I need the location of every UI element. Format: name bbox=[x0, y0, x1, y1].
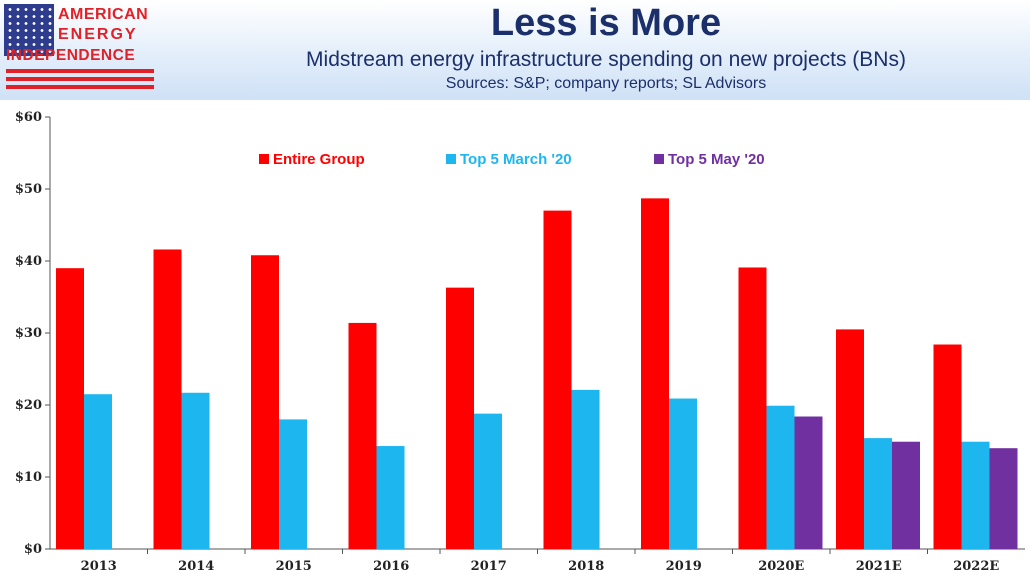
bar-entire-group bbox=[836, 329, 864, 549]
logo-stripe bbox=[6, 77, 154, 81]
x-tick-label: 2017 bbox=[471, 559, 507, 574]
bar-top-5-may-20 bbox=[989, 448, 1018, 549]
x-tick-label: 2020E bbox=[758, 559, 804, 574]
bar-entire-group bbox=[738, 267, 767, 549]
bar-top-5-march-20 bbox=[961, 441, 990, 549]
bar-top-5-march-20 bbox=[181, 392, 210, 549]
bar-top-5-march-20 bbox=[279, 419, 307, 549]
x-tick-label: 2014 bbox=[178, 559, 214, 574]
bar-entire-group bbox=[251, 255, 279, 550]
legend-label: Top 5 May '20 bbox=[668, 151, 765, 168]
page-subtitle: Midstream energy infrastructure spending… bbox=[306, 48, 906, 71]
y-tick-label: $40 bbox=[15, 254, 42, 269]
bar-top-5-march-20 bbox=[669, 398, 697, 549]
x-tick-label: 2021E bbox=[856, 559, 902, 574]
y-tick-label: $30 bbox=[15, 326, 42, 341]
bar-top-5-may-20 bbox=[892, 441, 920, 549]
bar-top-5-march-20 bbox=[864, 438, 892, 549]
y-tick-label: $10 bbox=[15, 470, 42, 485]
logo-text-line1: AMERICAN bbox=[58, 6, 149, 23]
logo-text-line2: ENERGY bbox=[58, 26, 138, 43]
logo-stripe bbox=[6, 85, 154, 89]
x-tick-label: 2013 bbox=[81, 559, 117, 574]
x-tick-label: 2018 bbox=[568, 559, 604, 574]
x-tick-label: 2019 bbox=[666, 559, 702, 574]
logo-text-line3: INDEPENDENCE bbox=[6, 47, 136, 64]
page-title: Less is More bbox=[490, 2, 722, 44]
y-tick-label: $60 bbox=[15, 110, 42, 125]
legend-swatch bbox=[259, 154, 269, 164]
bar-entire-group bbox=[56, 268, 84, 549]
y-tick-label: $0 bbox=[24, 542, 42, 557]
legend-swatch bbox=[654, 154, 664, 164]
bar-entire-group bbox=[348, 322, 377, 549]
logo-stripe bbox=[6, 69, 154, 73]
legend-swatch bbox=[446, 154, 456, 164]
y-tick-label: $50 bbox=[15, 182, 42, 197]
bar-top-5-march-20 bbox=[474, 413, 502, 549]
bar-top-5-march-20 bbox=[376, 446, 405, 549]
bar-entire-group bbox=[933, 344, 962, 549]
bar-top-5-march-20 bbox=[766, 405, 795, 549]
bar-entire-group bbox=[153, 249, 182, 550]
flag-icon bbox=[4, 4, 54, 56]
legend-label: Top 5 March '20 bbox=[460, 151, 572, 168]
bar-top-5-march-20 bbox=[84, 394, 112, 549]
x-tick-label: 2015 bbox=[276, 559, 312, 574]
bar-entire-group bbox=[543, 210, 572, 549]
bar-top-5-may-20 bbox=[794, 416, 823, 549]
sources-note: Sources: S&P; company reports; SL Adviso… bbox=[445, 75, 767, 92]
legend-label: Entire Group bbox=[273, 151, 365, 168]
header-banner: AMERICAN ENERGY INDEPENDENCE Less is Mor… bbox=[0, 0, 1030, 100]
logo: AMERICAN ENERGY INDEPENDENCE bbox=[4, 4, 156, 96]
bar-entire-group bbox=[446, 287, 474, 549]
bar-top-5-march-20 bbox=[571, 389, 600, 549]
y-tick-label: $20 bbox=[15, 398, 42, 413]
bar-entire-group bbox=[641, 198, 669, 550]
x-tick-label: 2016 bbox=[373, 559, 409, 574]
x-tick-label: 2022E bbox=[953, 559, 999, 574]
